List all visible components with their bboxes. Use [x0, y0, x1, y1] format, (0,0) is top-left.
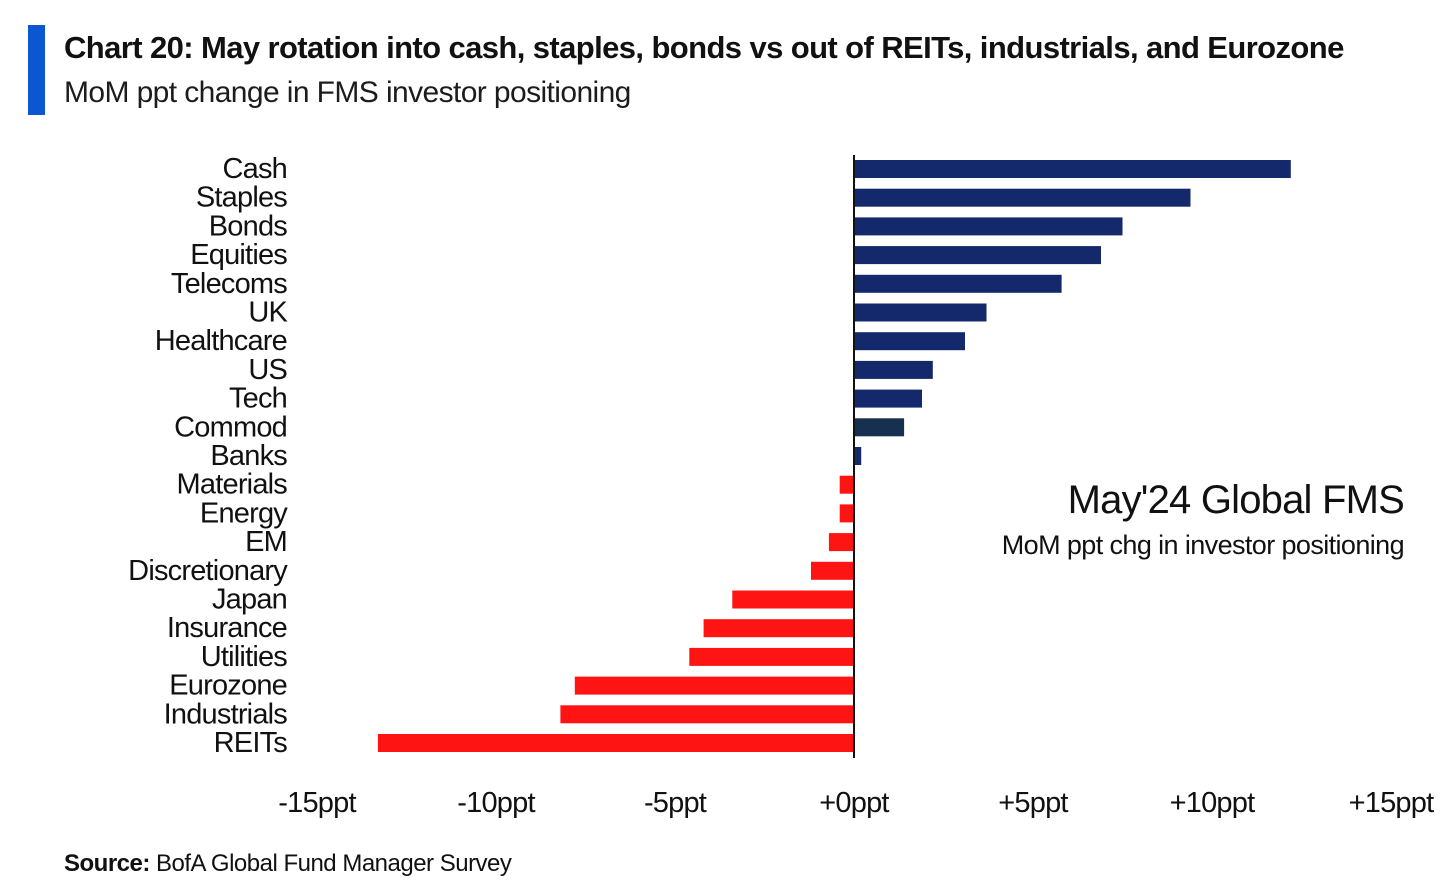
bar-energy [839, 504, 854, 523]
annotation-subtitle: MoM ppt chg in investor positioning [1001, 530, 1405, 560]
category-label-reits: REITs [214, 727, 288, 759]
category-label-commod: Commod [174, 411, 287, 443]
category-label-tech: Tech [229, 383, 287, 415]
bar-japan [732, 590, 854, 609]
bar-eurozone [574, 676, 854, 695]
bar-banks [854, 447, 862, 465]
x-tick-label: +10ppt [1170, 787, 1255, 819]
bar-tech [854, 389, 922, 408]
bar-utilities [689, 647, 854, 666]
category-label-energy: Energy [200, 497, 288, 529]
category-label-uk: UK [248, 297, 288, 329]
bar-reits [377, 734, 854, 752]
category-label-bonds: Bonds [209, 210, 288, 242]
bars-group [377, 160, 1291, 752]
bar-discretionary [811, 561, 854, 580]
category-label-healthcare: Healthcare [155, 325, 287, 357]
source-text: BofA Global Fund Manager Survey [156, 850, 512, 877]
bar-healthcare [854, 332, 965, 351]
bar-bonds [854, 217, 1123, 236]
category-label-equities: Equities [190, 239, 287, 271]
category-label-materials: Materials [177, 469, 288, 501]
x-tick-label: +15ppt [1349, 787, 1434, 819]
category-label-eurozone: Eurozone [169, 670, 287, 702]
annotation-title: May'24 Global FMS [1067, 478, 1405, 522]
category-label-utilities: Utilities [201, 641, 288, 673]
source-note: Source: BofA Global Fund Manager Survey [64, 850, 512, 878]
bar-cash [854, 160, 1291, 178]
category-label-telecoms: Telecoms [171, 268, 287, 300]
category-label-banks: Banks [210, 440, 287, 472]
category-label-insurance: Insurance [167, 612, 287, 644]
bar-uk [854, 303, 987, 322]
category-label-cash: Cash [223, 153, 288, 185]
x-axis-tick-labels: -15ppt -10ppt -5ppt +0ppt +5ppt +10ppt +15ppt [278, 787, 1435, 819]
category-labels: CashStaplesBondsEquitiesTelecomsUKHealth… [128, 153, 289, 759]
category-label-us: US [248, 354, 287, 386]
chart-title: Chart 20: May rotation into cash, staple… [64, 30, 1344, 65]
x-tick-label: +5ppt [998, 787, 1068, 819]
category-label-em: EM [245, 526, 287, 558]
category-label-discretionary: Discretionary [128, 555, 288, 587]
bar-industrials [560, 705, 854, 724]
chart-subtitle: MoM ppt change in FMS investor positioni… [64, 76, 631, 109]
x-tick-label: +0ppt [819, 787, 889, 819]
bar-equities [854, 246, 1101, 265]
bar-us [854, 360, 933, 379]
category-label-japan: Japan [212, 584, 287, 616]
category-label-industrials: Industrials [164, 698, 288, 730]
x-tick-label: -15ppt [278, 787, 356, 819]
source-label: Source: [64, 850, 150, 877]
x-tick-label: -10ppt [457, 787, 535, 819]
bar-materials [839, 475, 854, 494]
category-label-staples: Staples [196, 182, 287, 214]
x-tick-label: -5ppt [644, 787, 707, 819]
bar-em [828, 533, 854, 552]
bar-telecoms [854, 274, 1062, 293]
bar-commod [854, 418, 905, 437]
title-accent-bar [28, 25, 45, 115]
bar-insurance [703, 619, 854, 638]
bar-staples [854, 188, 1191, 207]
